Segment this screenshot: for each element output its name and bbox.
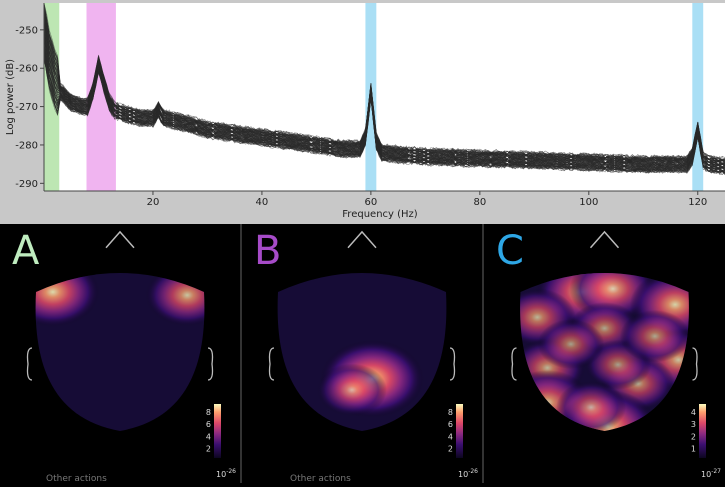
nose-icon — [347, 230, 377, 249]
colorbar-scale: 10-26 — [216, 468, 236, 479]
panel-divider — [240, 224, 242, 483]
colorbar-tick: 6 — [206, 420, 211, 429]
y-tick-label: -270 — [15, 102, 38, 113]
colorbar-tick: 6 — [448, 420, 453, 429]
topo-hotspot — [316, 363, 387, 417]
x-tick-label: 80 — [473, 197, 486, 208]
panel-letter-b: B — [254, 228, 282, 274]
left-ear-icon — [268, 347, 275, 381]
spectrum-line — [43, 14, 725, 164]
topomap-a: 2 4 6 8 10-26 — [26, 230, 236, 479]
nose-icon — [105, 230, 135, 249]
colorbar — [699, 404, 706, 458]
psd-panel: 20 40 60 80 100 120 -250 -260 -270 -280 -290 Freq… — [0, 0, 725, 224]
topo-hotspot — [619, 309, 689, 363]
colorbar-tick: 2 — [448, 445, 453, 454]
frequency-band — [692, 3, 704, 191]
colorbar-scale: 10-27 — [701, 468, 721, 479]
y-axis-label: Log power (dB) — [5, 59, 16, 135]
colorbar — [214, 404, 221, 458]
spectrum-line — [43, 14, 725, 164]
left-ear-icon — [26, 347, 33, 381]
topo-heat — [520, 273, 689, 431]
right-ear-icon — [449, 347, 456, 381]
colorbar-tick: 1 — [691, 445, 696, 454]
panel-letter-a: A — [12, 228, 40, 274]
colorbar-tick: 4 — [206, 432, 211, 441]
right-ear-icon — [207, 347, 214, 381]
topomap-c: 1 2 3 4 10-27 — [511, 230, 721, 479]
colorbar — [456, 404, 463, 458]
y-tick-label: -260 — [15, 64, 38, 75]
topo-hotspot — [145, 273, 205, 327]
topo-hotspot — [556, 381, 627, 431]
topomap-panel-b: B 2 4 6 8 10-26 — [242, 224, 482, 483]
spectrum-line — [43, 37, 725, 171]
left-ear-icon — [511, 347, 517, 381]
nose-icon — [589, 230, 620, 249]
other-actions-label[interactable]: Other actions — [46, 474, 107, 484]
spectrum-line — [43, 5, 725, 162]
topomap-panel-c: C 1 2 3 4 10-27 — [484, 224, 725, 483]
x-tick-label: 60 — [365, 197, 378, 208]
colorbar-tick: 8 — [206, 408, 211, 417]
topomap-panel-a: A 2 4 6 8 10-26 — [0, 224, 240, 483]
x-tick-label: 100 — [579, 197, 598, 208]
right-ear-icon — [692, 347, 698, 381]
spectrum-line — [43, 25, 725, 168]
y-tick-label: -250 — [15, 25, 38, 36]
colorbar-tick: 2 — [691, 432, 696, 441]
x-axis-label: Frequency (Hz) — [342, 209, 418, 220]
spectrum-line — [43, 49, 725, 173]
panel-divider — [482, 224, 484, 483]
colorbar-tick: 4 — [691, 408, 696, 417]
colorbar-tick: 2 — [206, 445, 211, 454]
panel-letter-c: C — [496, 228, 524, 274]
spectrum-line — [43, 47, 725, 173]
topo-heat — [316, 339, 425, 418]
spectrum-traces — [43, 2, 725, 176]
y-tick-label: -280 — [15, 140, 38, 151]
y-ticks: -250 -260 -270 -280 -290 — [15, 25, 44, 190]
other-actions-label[interactable]: Other actions — [290, 474, 351, 484]
topomap-b: 2 4 6 8 10-26 — [268, 230, 478, 479]
x-tick-label: 40 — [256, 197, 269, 208]
colorbar-tick: 4 — [448, 432, 453, 441]
x-ticks: 20 40 60 80 100 120 — [147, 191, 707, 208]
colorbar-tick: 8 — [448, 408, 453, 417]
spectrum-line — [43, 55, 725, 175]
x-tick-label: 120 — [688, 197, 707, 208]
colorbar-scale: 10-26 — [458, 468, 478, 479]
y-tick-label: -290 — [15, 179, 38, 190]
colorbar-tick: 3 — [691, 420, 696, 429]
topo-hotspot — [537, 319, 605, 370]
psd-chart: 20 40 60 80 100 120 -250 -260 -270 -280 -290 Freq… — [5, 2, 725, 220]
x-tick-label: 20 — [147, 197, 160, 208]
spectrum-line — [43, 59, 725, 176]
